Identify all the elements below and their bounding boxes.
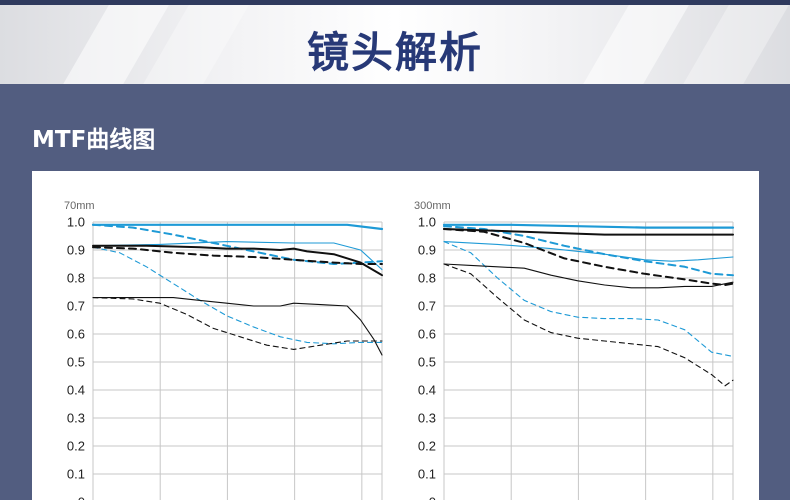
chart-panel: 70mm 1.0 0.9 0.8 0.7 0.6 0.5 0.4 0.3 0.2 0.1 0 300mm… [32,171,759,500]
series-line-0-5 [92,246,383,265]
y-tick-label: 1.0 [418,215,436,230]
series-line-1-2 [443,241,734,262]
series-line-1-4 [443,228,734,236]
series-line-0-3 [92,246,383,345]
chart-title-1: 300mm [414,200,451,212]
y-tick-label: 0.4 [67,383,85,398]
y-tick-label: 0.8 [67,271,85,286]
series-line-0-2 [92,241,383,271]
y-tick-label: 0.5 [67,355,85,370]
mtf-charts: 70mm 1.0 0.9 0.8 0.7 0.6 0.5 0.4 0.3 0.2 0.1 0 300mm… [64,200,735,500]
y-tick-label: 0.6 [418,327,436,342]
series-line-1-5 [443,228,734,286]
series-line-1-0 [442,223,735,229]
header-banner: 镜头解析 [0,0,790,84]
series-line-0-4 [92,244,383,277]
y-tick-label: 0.2 [67,439,85,454]
chart-title-0: 70mm [64,200,95,212]
series-line-0-6 [92,297,383,356]
y-tick-label: 0.8 [418,271,436,286]
y-tick-label: 0.3 [418,411,436,426]
y-tick-label: 0.5 [418,355,436,370]
series-line-0-0 [91,223,384,231]
y-tick-label: 0.1 [67,467,85,482]
y-tick-label: 0.4 [418,383,436,398]
series-line-0-1 [92,223,383,265]
y-tick-label: 0.7 [67,299,85,314]
page-title: 镜头解析 [306,28,483,77]
y-tick-label: 0.2 [418,439,436,454]
y-tick-label: 1.0 [67,215,85,230]
y-tick-label: 0.1 [418,467,436,482]
y-tick-label: 0 [429,495,436,500]
y-tick-label: 0.7 [418,299,436,314]
series-line-1-7 [443,263,734,387]
series-line-1-3 [443,241,734,357]
series-line-0-7 [92,297,383,350]
section-title: MTF曲线图 [32,127,156,153]
y-tick-label: 0.9 [418,243,436,258]
series-line-1-6 [443,263,734,289]
y-tick-label: 0.9 [67,243,85,258]
y-tick-label: 0.6 [67,327,85,342]
y-tick-label: 0.3 [67,411,85,426]
y-tick-label: 0 [78,495,85,500]
